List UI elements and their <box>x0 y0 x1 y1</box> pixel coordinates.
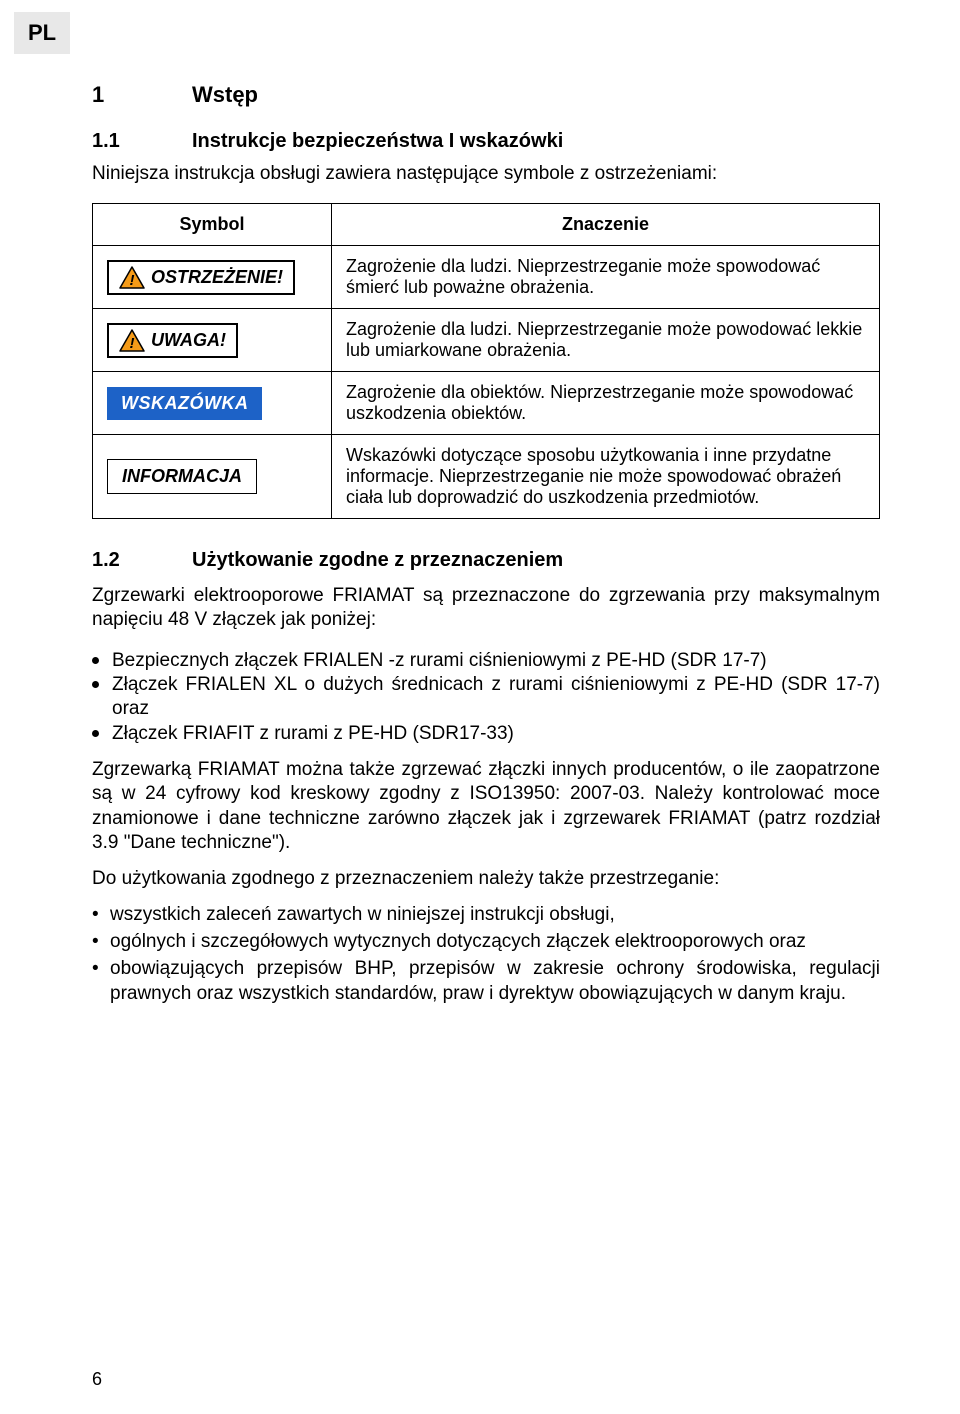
subsection-1-title: Instrukcje bezpieczeństwa I wskazówki <box>192 130 563 153</box>
info-badge-informacja: INFORMACJA <box>107 459 257 494</box>
subsection-1-number: 1.1 <box>92 130 192 153</box>
page: PL 1 Wstęp 1.1 Instrukcje bezpieczeństwa… <box>0 0 960 1414</box>
meaning-cell: Zagrożenie dla ludzi. Nieprzestrzeganie … <box>332 246 880 309</box>
symbol-table: Symbol Znaczenie ! OSTRZEŻENIE! Zagrożen… <box>92 203 880 519</box>
section-title: Wstęp <box>192 82 258 108</box>
badge-label: OSTRZEŻENIE! <box>151 267 283 288</box>
paragraph-2: Zgrzewarką FRIAMAT można także zgrzewać … <box>92 758 880 855</box>
table-row: WSKAZÓWKA Zagrożenie dla obiektów. Niepr… <box>93 372 880 435</box>
subsection-2-number: 1.2 <box>92 549 192 572</box>
table-row: ! UWAGA! Zagrożenie dla ludzi. Nieprzest… <box>93 309 880 372</box>
table-row: INFORMACJA Wskazówki dotyczące sposobu u… <box>93 435 880 519</box>
meaning-cell: Zagrożenie dla obiektów. Nieprzestrzegan… <box>332 372 880 435</box>
list-item: Złączek FRIALEN XL o dużych średnicach z… <box>92 673 880 722</box>
list-item: wszystkich zaleceń zawartych w niniejsze… <box>92 903 880 928</box>
list-item: Złączek FRIAFIT z rurami z PE-HD (SDR17-… <box>92 722 880 746</box>
list-item: Bezpiecznych złączek FRIALEN -z rurami c… <box>92 649 880 673</box>
paragraph-3: Do użytkowania zgodnego z przeznaczeniem… <box>92 867 880 891</box>
subsection-2-title: Użytkowanie zgodne z przeznaczeniem <box>192 549 563 572</box>
notice-badge-wskazowka: WSKAZÓWKA <box>107 387 262 420</box>
list-item: obowiązujących przepisów BHP, przepisów … <box>92 957 880 1006</box>
badge-label: UWAGA! <box>151 330 226 351</box>
subsection-1-heading: 1.1 Instrukcje bezpieczeństwa I wskazówk… <box>92 130 880 153</box>
meaning-cell: Zagrożenie dla ludzi. Nieprzestrzeganie … <box>332 309 880 372</box>
header-meaning: Znaczenie <box>332 204 880 246</box>
paragraph-1: Zgrzewarki elektrooporowe FRIAMAT są prz… <box>92 584 880 633</box>
warning-triangle-icon: ! <box>119 266 145 289</box>
list-item: ogólnych i szczegółowych wytycznych doty… <box>92 930 880 955</box>
svg-text:!: ! <box>130 272 135 289</box>
section-heading: 1 Wstęp <box>92 82 880 108</box>
intro-text: Niniejsza instrukcja obsługi zawiera nas… <box>92 163 880 185</box>
language-badge: PL <box>14 12 70 54</box>
bullet-list-2: wszystkich zaleceń zawartych w niniejsze… <box>92 903 880 1006</box>
table-header-row: Symbol Znaczenie <box>93 204 880 246</box>
bullet-list-1: Bezpiecznych złączek FRIALEN -z rurami c… <box>92 649 880 746</box>
warning-badge-uwaga: ! UWAGA! <box>107 323 238 358</box>
table-row: ! OSTRZEŻENIE! Zagrożenie dla ludzi. Nie… <box>93 246 880 309</box>
header-symbol: Symbol <box>93 204 332 246</box>
subsection-2-heading: 1.2 Użytkowanie zgodne z przeznaczeniem <box>92 549 880 572</box>
meaning-cell: Wskazówki dotyczące sposobu użytkowania … <box>332 435 880 519</box>
page-number: 6 <box>92 1369 102 1390</box>
svg-text:!: ! <box>130 335 135 352</box>
section-number: 1 <box>92 82 192 108</box>
warning-triangle-icon: ! <box>119 329 145 352</box>
warning-badge-ostrzezenie: ! OSTRZEŻENIE! <box>107 260 295 295</box>
